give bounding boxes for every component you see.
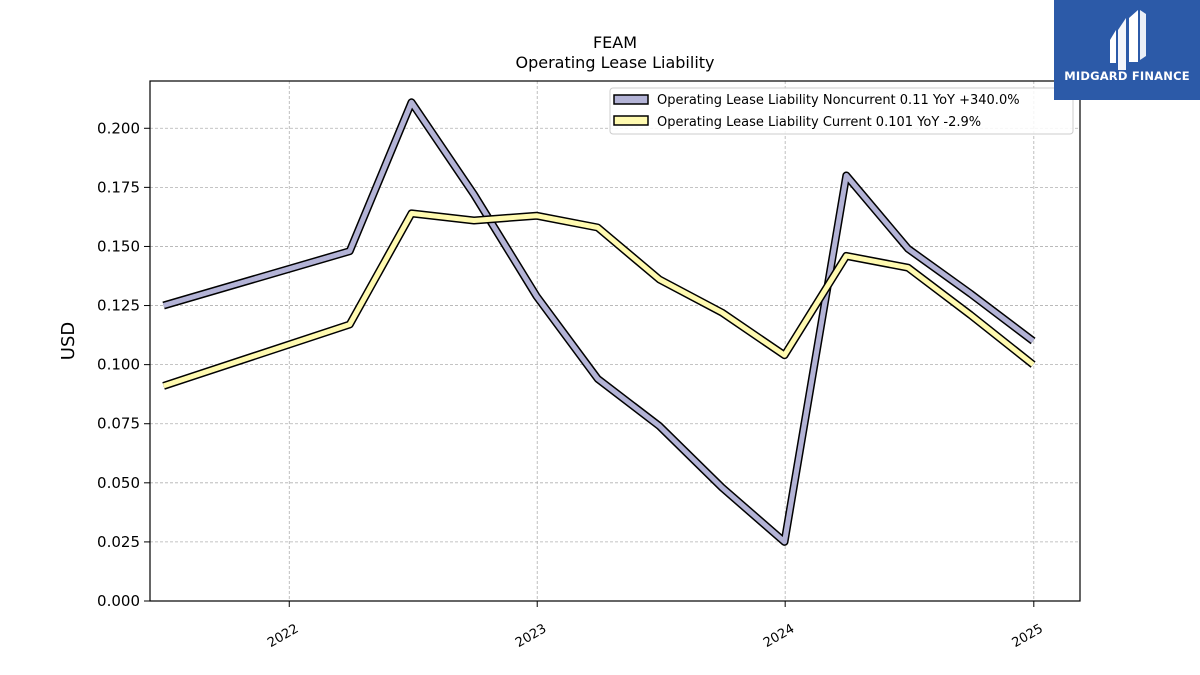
series-layer: [162, 98, 1036, 546]
x-tick-label: 2022: [265, 621, 301, 651]
y-tick-label: 0.175: [97, 178, 140, 196]
y-tick-label: 0.000: [97, 592, 140, 610]
legend-label-noncurrent: Operating Lease Liability Noncurrent 0.1…: [657, 93, 1020, 108]
y-tick-label: 0.025: [97, 533, 140, 551]
plot-frame: [149, 80, 1081, 602]
y-axis-label: USD: [58, 322, 79, 360]
y-tick-label: 0.100: [97, 356, 140, 374]
y-tick-label: 0.150: [97, 237, 140, 255]
brand-name: MIDGARD FINANCE: [1064, 69, 1190, 83]
x-axis: 2022 2023 2024 2025: [265, 601, 1046, 651]
brand-mark-icon: [1110, 10, 1146, 70]
legend-swatch-current: [613, 115, 649, 126]
x-tick-label: 2023: [513, 621, 549, 651]
y-tick-label: 0.075: [97, 415, 140, 433]
series-line-0: [162, 99, 1035, 545]
series-line-1: [162, 210, 1035, 389]
legend-label-current: Operating Lease Liability Current 0.101 …: [657, 115, 981, 130]
x-tick-label: 2024: [761, 621, 797, 651]
chart-title: FEAM: [593, 33, 637, 52]
series-outline-0: [162, 98, 1036, 546]
x-tick-label: 2025: [1010, 621, 1046, 651]
brand-logo: MIDGARD FINANCE: [1054, 0, 1200, 100]
y-tick-label: 0.125: [97, 297, 140, 315]
y-tick-label: 0.200: [97, 119, 140, 137]
y-tick-label: 0.050: [97, 474, 140, 492]
chart-subtitle: Operating Lease Liability: [515, 53, 714, 72]
y-axis: 0.000 0.025 0.050 0.075 0.100 0.125 0.150 0.175…: [97, 119, 150, 610]
legend-swatch-noncurrent: [613, 94, 649, 105]
legend-box: [609, 87, 1074, 135]
legend: Operating Lease Liability Noncurrent 0.1…: [609, 87, 1074, 135]
